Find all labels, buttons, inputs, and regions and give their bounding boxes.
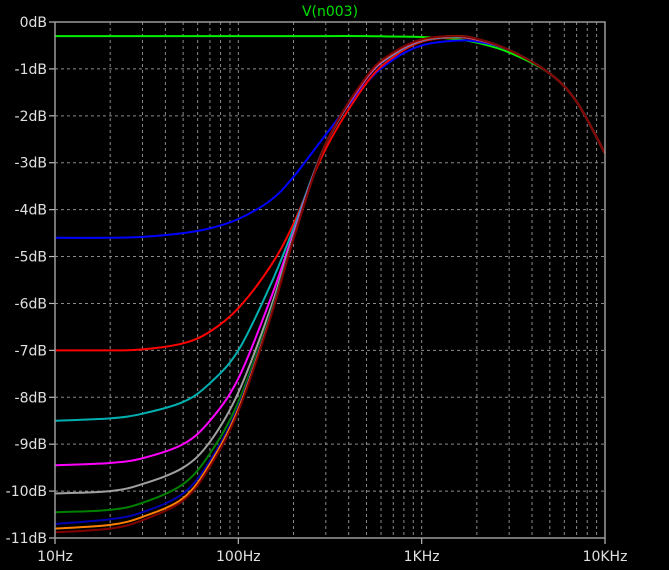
x-tick-label: 100Hz xyxy=(216,549,261,565)
y-axis-tick-labels: 0dB -1dB -2dB -3dB -4dB -5dB -6dB -7dB -8dB -9dB -… xyxy=(6,15,55,547)
y-tick-label: 0dB xyxy=(20,15,47,31)
y-tick-label: -10dB xyxy=(6,484,47,500)
y-tick-label: -11dB xyxy=(6,531,47,547)
trace-line-10 xyxy=(54,35,606,534)
y-tick-label: -2dB xyxy=(15,109,47,125)
y-tick-label: -4dB xyxy=(15,203,47,219)
x-tick-label: 1KHz xyxy=(404,549,440,565)
chart-title: V(n003) xyxy=(302,4,358,20)
x-tick-label: 10Hz xyxy=(37,549,73,565)
trace-line-6 xyxy=(54,35,606,495)
y-tick-label: -1dB xyxy=(15,62,47,78)
trace-line-7 xyxy=(54,35,606,514)
y-tick-label: -9dB xyxy=(15,437,47,453)
trace-line-9 xyxy=(54,35,606,530)
plot-traces xyxy=(54,35,606,534)
y-tick-label: -3dB xyxy=(15,156,47,172)
x-tick-label: 10KHz xyxy=(583,549,628,565)
grid-lines xyxy=(55,22,605,538)
trace-line-3 xyxy=(54,36,606,352)
y-tick-label: -8dB xyxy=(15,390,47,406)
trace-line-8 xyxy=(54,35,606,525)
y-tick-label: -7dB xyxy=(15,343,47,359)
trace-line-5 xyxy=(54,35,606,467)
y-tick-label: -5dB xyxy=(15,250,47,266)
x-axis-tick-labels: 10Hz 100Hz 1KHz 10KHz xyxy=(37,538,627,565)
plot-frame xyxy=(54,21,606,539)
trace-line-4 xyxy=(54,35,606,422)
y-tick-label: -6dB xyxy=(15,296,47,312)
trace-line-1 xyxy=(55,35,606,154)
